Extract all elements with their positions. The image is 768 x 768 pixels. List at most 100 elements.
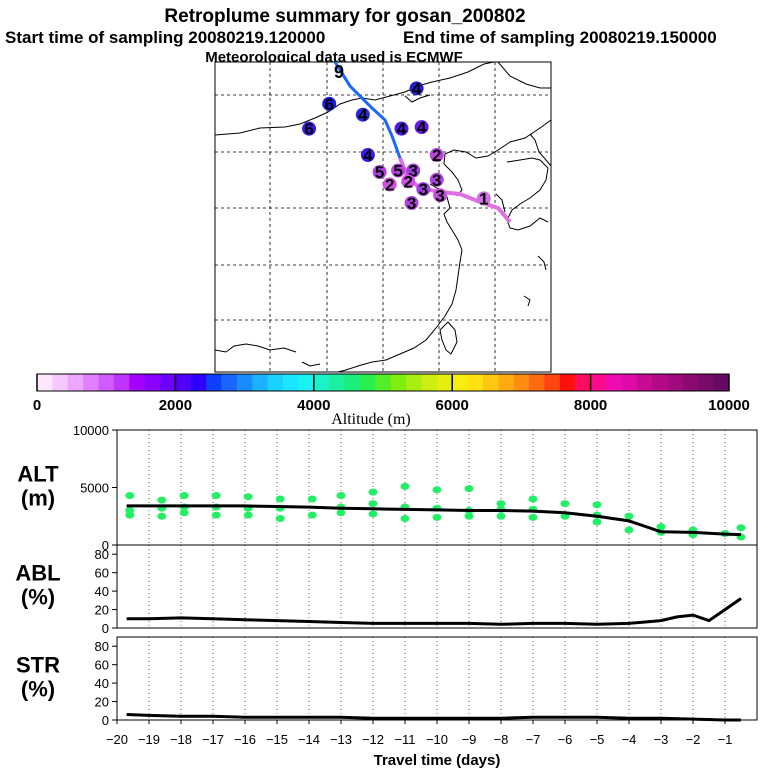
panel-str-ytick-label-4: 80 — [95, 639, 109, 654]
colorbar-cell-10 — [190, 374, 207, 391]
panel-abl: 0 20 40 60 80 ABL(%) — [15, 544, 758, 636]
map-point-dot-8 — [372, 165, 387, 180]
colorbar-tick-label-2: 4000 — [297, 397, 330, 414]
panel-abl-ytick-label-3: 60 — [95, 566, 109, 581]
alt-mean-line — [126, 504, 742, 537]
alt-particle-point-37 — [496, 512, 506, 520]
alt-particle-point-11 — [211, 511, 221, 519]
panel-str-ytick-label-3: 60 — [95, 658, 109, 673]
map-point-label-0: 6 — [325, 95, 334, 114]
alt-particle-point-5 — [157, 512, 167, 520]
x-tick-label-18: −2 — [686, 732, 701, 747]
colorbar-cell-37 — [605, 374, 622, 391]
map-point-label-10: 3 — [409, 162, 418, 181]
map-point-dot-9 — [391, 163, 406, 178]
x-tick-label-0: −20 — [106, 732, 128, 747]
alt-particle-point-20 — [336, 492, 346, 500]
map-point-dot-3 — [409, 81, 424, 96]
alt-particle-point-14 — [243, 511, 253, 519]
panel-abl-frame — [116, 544, 758, 629]
colorbar-cell-34 — [559, 374, 576, 391]
map-point-dot-5 — [360, 148, 375, 162]
x-tick-label-19: −1 — [718, 732, 733, 747]
colorbar-cell-26 — [436, 374, 453, 391]
colorbar-cell-18 — [313, 374, 330, 391]
x-tick-label-4: −16 — [234, 732, 256, 747]
map-point-label-13: 3 — [432, 171, 441, 190]
alt-particle-point-17 — [275, 515, 285, 523]
colorbar-cell-28 — [467, 374, 484, 391]
colorbar-cell-27 — [452, 374, 468, 391]
colorbar-cell-16 — [283, 374, 299, 391]
alt-particle-point-0 — [125, 492, 135, 500]
trajectory-start-marker: 9 — [334, 62, 344, 82]
map-point-label-4: 4 — [417, 118, 427, 137]
x-tick-label-12: −8 — [494, 732, 509, 747]
figure-title: Retroplume summary for gosan_200802 — [164, 6, 525, 27]
map-point-label-12: 2 — [403, 172, 412, 191]
colorbar-tick-label-4: 8000 — [574, 397, 607, 414]
colorbar-cell-12 — [221, 374, 238, 391]
x-tick-label-10: −10 — [426, 732, 448, 747]
colorbar-cells — [37, 374, 730, 391]
map-point-dot-0 — [322, 96, 337, 111]
alt-particle-point-23 — [368, 488, 378, 496]
colorbar-cell-14 — [252, 374, 269, 391]
panel-alt-ylabel-line1: ALT — [17, 462, 59, 487]
colorbar-cell-22 — [375, 374, 392, 391]
x-tick-label-3: −17 — [202, 732, 224, 747]
map-point-label-15: 3 — [435, 186, 444, 205]
alt-particle-point-29 — [432, 486, 442, 494]
colorbar-cell-2 — [67, 374, 84, 391]
colorbar-cell-19 — [329, 374, 345, 391]
alt-particle-point-41 — [560, 500, 570, 508]
colorbar-cell-36 — [590, 374, 607, 391]
alt-particle-point-18 — [307, 495, 317, 503]
panel-str-ylabel-line1: STR — [16, 653, 60, 678]
map-point-label-8: 5 — [375, 163, 384, 182]
x-tick-label-7: −13 — [330, 732, 352, 747]
map-point-dot-12 — [401, 174, 416, 189]
map-gridlines — [215, 62, 551, 372]
coastlines — [214, 61, 552, 373]
x-tick-label-14: −6 — [558, 732, 573, 747]
alt-particle-point-31 — [432, 513, 442, 521]
panel-alt: 0 5000 10000 ALT(m) — [17, 423, 758, 553]
x-axis-label: Travel time (days) — [374, 752, 501, 768]
time-series-panels: 0500010000ALT(m)020406080ABL(%)020406080… — [15, 423, 758, 747]
colorbar-cell-43 — [698, 374, 715, 391]
colorbar-cell-40 — [652, 374, 668, 391]
map-point-dot-15 — [433, 188, 448, 203]
panel-str-ytick-label-0: 0 — [102, 713, 109, 728]
map-point-label-14: 3 — [419, 180, 428, 199]
map-point-label-6: 4 — [397, 120, 407, 139]
alt-particle-point-2 — [125, 511, 135, 519]
alt-particle-point-6 — [179, 492, 189, 500]
colorbar-label: Altitude (m) — [331, 411, 411, 428]
colorbar-cell-30 — [498, 374, 515, 391]
map-point-dot-10 — [406, 163, 421, 178]
colorbar-cell-24 — [406, 374, 422, 391]
map-point-dot-4 — [414, 120, 429, 135]
alt-particle-point-45 — [592, 518, 602, 526]
altitude-colorbar: 0 2000 4000 6000 8000 10000 Altitude (m) — [33, 373, 750, 428]
alt-particle-point-9 — [211, 492, 221, 500]
x-tick-label-15: −5 — [590, 732, 605, 747]
colorbar-cell-1 — [52, 374, 69, 391]
alt-particle-point-46 — [624, 512, 634, 520]
colorbar-cell-39 — [636, 374, 653, 391]
panel-abl-ytick-label-0: 0 — [102, 621, 109, 636]
map-point-label-5: 4 — [363, 146, 373, 165]
alt-particle-point-32 — [464, 485, 474, 493]
colorbar-tick-label-0: 0 — [33, 397, 41, 414]
colorbar-cell-5 — [113, 374, 130, 391]
colorbar-cell-35 — [575, 374, 591, 391]
colorbar-tick-label-3: 6000 — [436, 397, 469, 414]
colorbar-cell-6 — [129, 374, 146, 391]
alt-particle-point-12 — [243, 493, 253, 501]
alt-particle-point-47 — [624, 526, 634, 534]
colorbar-cell-4 — [98, 374, 115, 391]
